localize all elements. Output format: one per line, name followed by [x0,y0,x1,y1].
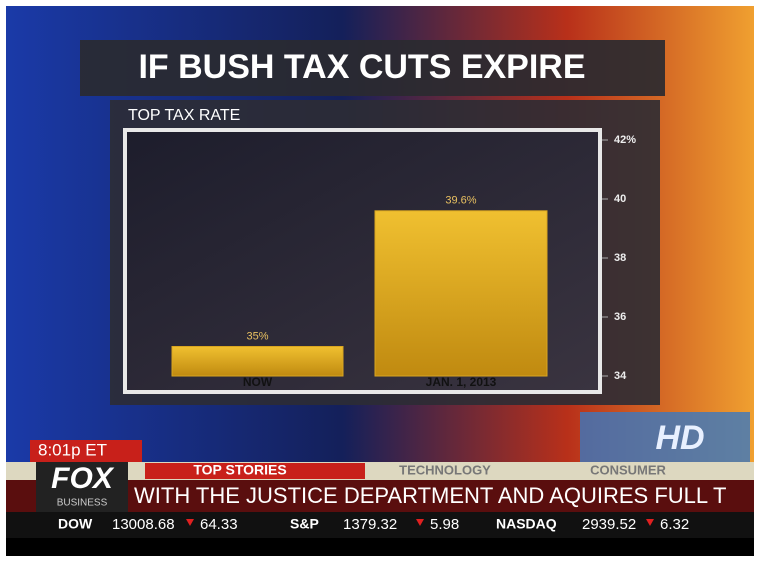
data-label: 39.6% [445,195,476,207]
bar [374,210,548,377]
y-tick-label: 42% [614,134,636,146]
market-value: 1379.32 [343,516,397,533]
market-name: NASDAQ [496,516,557,532]
tab: TECHNOLOGY [399,462,491,477]
market-change: 5.98 [430,516,459,533]
hd-badge [580,412,750,462]
logo-box [36,462,128,512]
logo: FOX [51,462,115,495]
down-arrow [646,519,654,526]
x-tick-label: JAN. 1, 2013 [426,375,497,389]
chart-subtitle: TOP TAX RATE [128,107,240,124]
time-box [30,440,142,462]
market-change: 64.33 [200,516,238,533]
market-name: S&P [290,516,319,532]
tab: TOP STORIES [193,462,286,478]
crawl: WITH THE JUSTICE DEPARTMENT AND AQUIRES … [134,483,726,508]
y-tick-label: 38 [614,252,626,264]
hd-text: HD [655,419,704,457]
down-arrow [416,519,424,526]
y-tick-label: 36 [614,311,626,323]
market-bar [6,512,754,538]
chart-title: IF BUSH TAX CUTS EXPIRE [138,48,585,86]
market-change: 6.32 [660,516,689,533]
title-box [80,40,665,96]
bar [171,346,344,377]
market-value: 2939.52 [582,516,636,533]
market-value: 13008.68 [112,516,175,533]
tab-active [145,463,365,479]
time: 8:01p ET [38,440,107,459]
bottom-edge [6,538,754,556]
tab: CONSUMER [590,462,666,477]
data-label: 35% [246,330,268,342]
x-tick-label: NOW [243,375,273,389]
y-tick-label: 40 [614,193,626,205]
down-arrow [186,519,194,526]
y-tick-label: 34 [614,370,627,382]
logo-sub: BUSINESS [57,498,108,509]
crawl-bar [6,480,754,512]
market-name: DOW [58,516,93,532]
